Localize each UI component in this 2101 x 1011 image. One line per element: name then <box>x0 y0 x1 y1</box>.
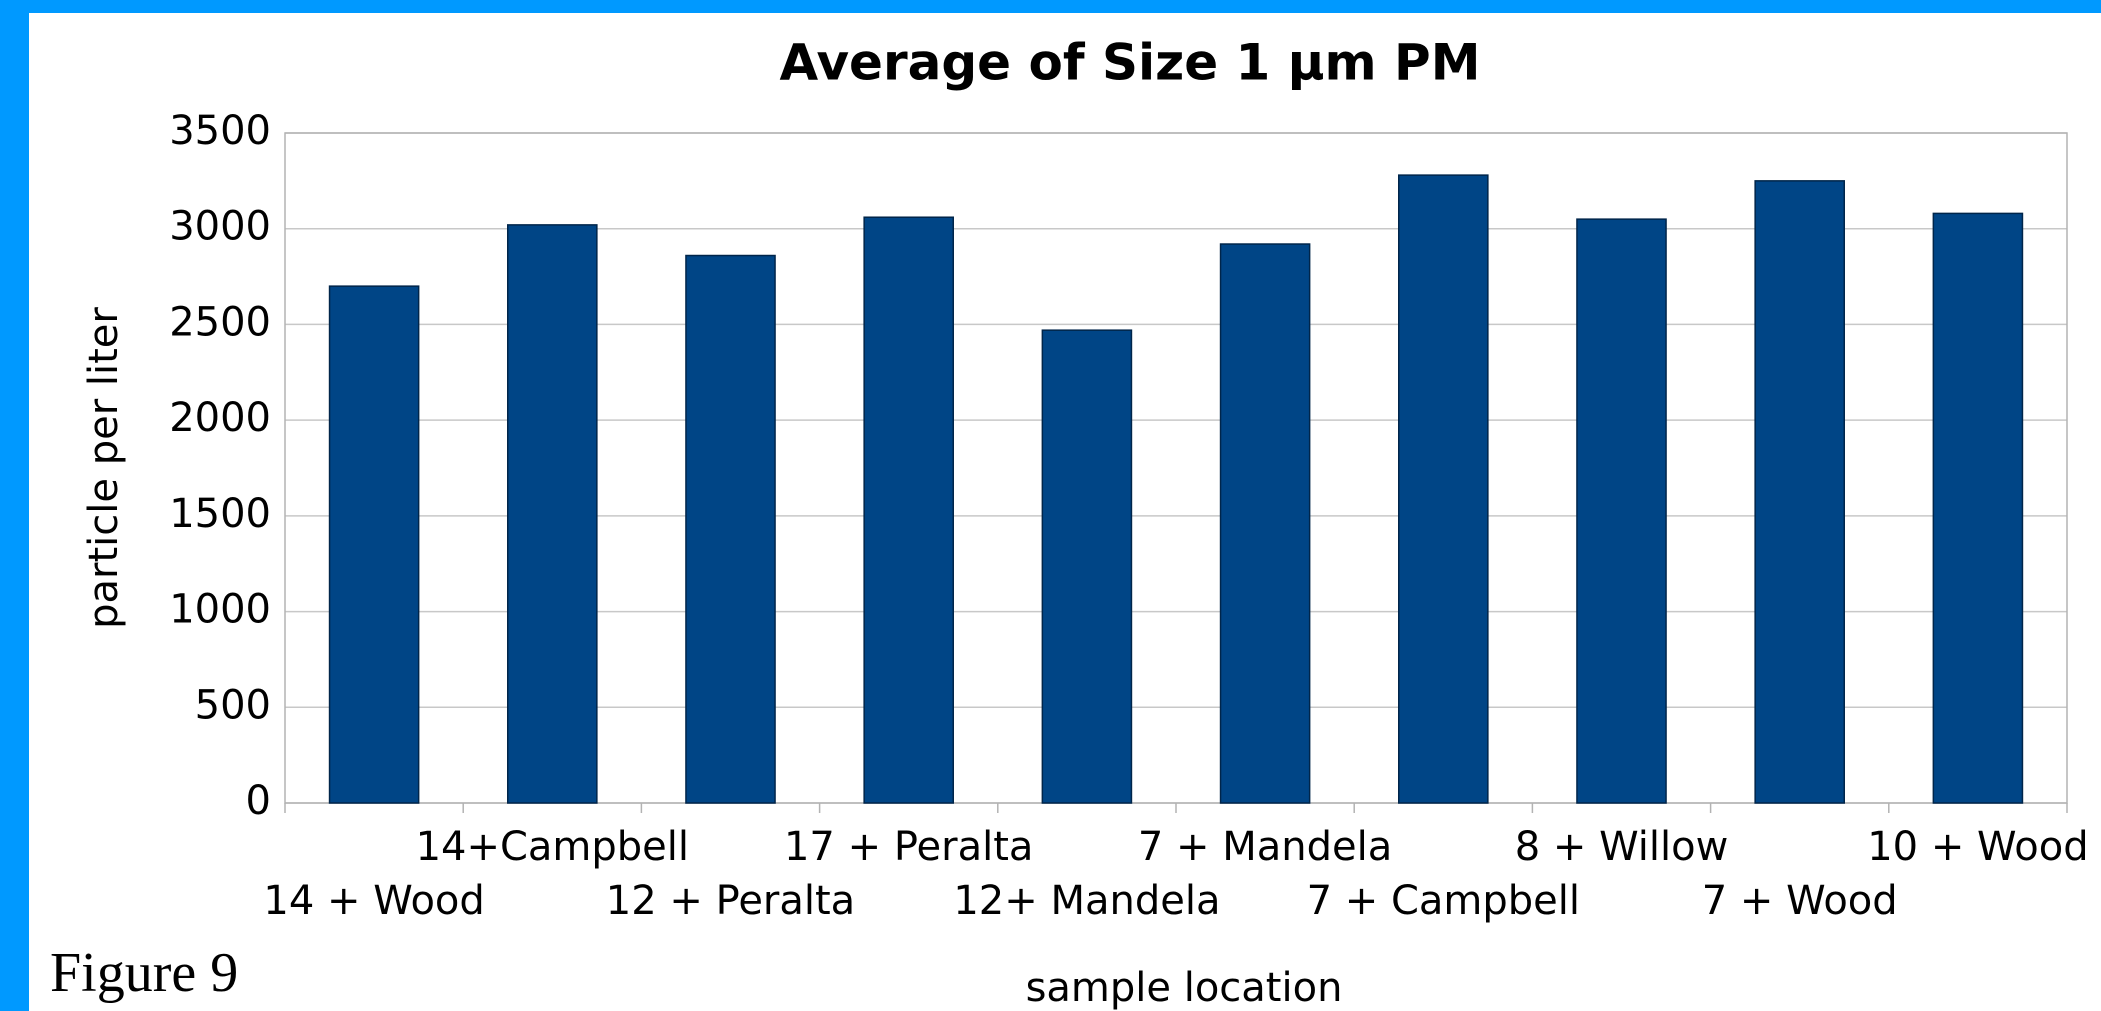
bar <box>863 216 955 804</box>
x-tick-label: 7 + Campbell <box>1307 878 1580 924</box>
x-tick-label: 12+ Mandela <box>953 878 1220 924</box>
y-tick-label: 500 <box>195 682 271 728</box>
figure-caption: Figure 9 <box>50 942 238 1004</box>
bar <box>1754 180 1846 804</box>
y-tick-label: 2500 <box>169 299 271 345</box>
bar <box>1219 243 1311 804</box>
bar <box>1041 329 1133 804</box>
x-tick-label: 10 + Wood <box>1867 824 2088 870</box>
y-tick-label: 0 <box>246 778 271 824</box>
y-tick-label: 3500 <box>169 108 271 154</box>
bar <box>328 285 420 804</box>
x-axis-label: sample location <box>1026 965 1343 1011</box>
y-tick-label: 3000 <box>169 204 271 250</box>
bar <box>1576 218 1667 804</box>
x-tick-label: 7 + Wood <box>1702 878 1898 924</box>
y-tick-label: 1000 <box>169 587 271 633</box>
x-tick-label: 7 + Mandela <box>1138 824 1392 870</box>
bar <box>507 224 598 804</box>
x-tick-label: 17 + Peralta <box>784 824 1033 870</box>
x-tick-label: 8 + Willow <box>1515 824 1729 870</box>
y-tick-label: 2000 <box>169 395 271 441</box>
chart-title: Average of Size 1 µm PM <box>780 34 1481 92</box>
x-tick-label: 14+Campbell <box>416 824 689 870</box>
bar <box>1932 212 2024 804</box>
bar <box>1398 174 1489 804</box>
bar <box>685 254 776 804</box>
y-axis-label: particle per liter <box>81 307 127 629</box>
y-tick-label: 1500 <box>169 491 271 537</box>
x-tick-label: 12 + Peralta <box>606 878 855 924</box>
x-tick-label: 14 + Wood <box>263 878 484 924</box>
